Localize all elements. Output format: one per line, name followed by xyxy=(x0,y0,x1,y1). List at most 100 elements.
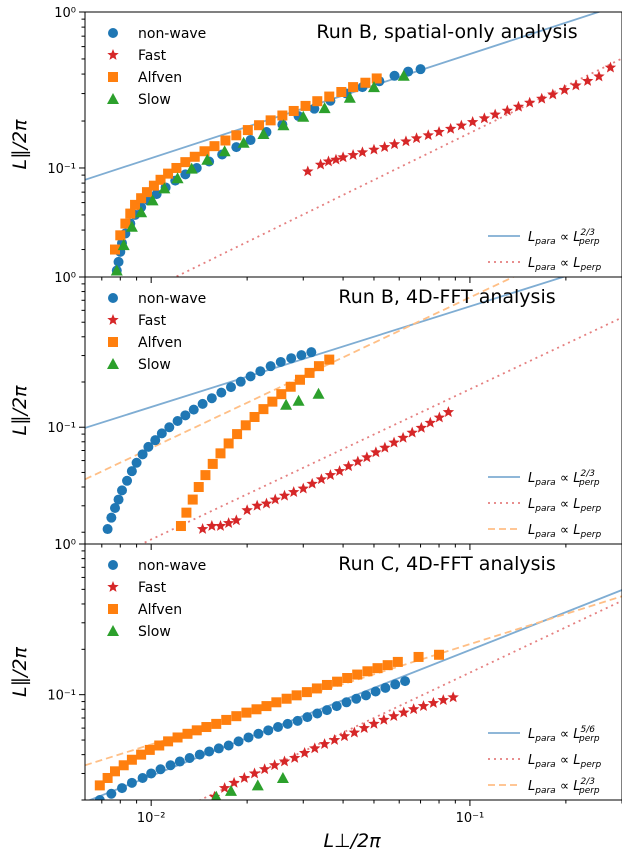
alfven-point xyxy=(187,494,198,505)
non-wave-point xyxy=(380,682,391,693)
slow-point xyxy=(292,394,305,406)
markers-group xyxy=(94,649,459,800)
legend-marker xyxy=(108,604,118,614)
legend-line-label-part: para xyxy=(534,504,555,514)
alfven-point xyxy=(163,168,174,179)
slow-point xyxy=(257,128,270,140)
legend-line-label-part: ∝ L xyxy=(556,727,581,742)
alfven-point xyxy=(241,707,252,718)
non-wave-point xyxy=(302,712,313,723)
non-wave-point xyxy=(109,502,120,513)
slow-point xyxy=(276,771,289,783)
alfven-point xyxy=(181,507,192,518)
non-wave-point xyxy=(122,475,133,486)
legend-line-label-part: L xyxy=(528,779,535,794)
legend-line-label-part: perp xyxy=(580,760,602,770)
non-wave-point xyxy=(253,728,264,739)
legend-label: Slow xyxy=(138,624,171,640)
fast-point xyxy=(358,722,370,733)
slow-point xyxy=(146,194,159,206)
alfven-point xyxy=(211,718,222,729)
alfven-point xyxy=(372,663,383,674)
alfven-point xyxy=(382,660,393,671)
non-wave-point xyxy=(245,371,256,382)
non-wave-point xyxy=(206,393,217,404)
alfven-point xyxy=(136,193,147,204)
legend-label: Alfven xyxy=(138,70,182,86)
alfven-point xyxy=(201,722,212,733)
non-wave-point xyxy=(245,135,256,146)
non-wave-point xyxy=(415,64,426,75)
alfven-point xyxy=(182,728,193,739)
alfven-point xyxy=(125,208,136,219)
alfven-point xyxy=(352,669,363,680)
legend-line-label-part: para xyxy=(534,478,555,488)
panel-middle: 10⁰ 10⁻¹ L∥/2π Run B, 4D-FFT analysis non-wa… xyxy=(9,271,622,550)
legend-label: Slow xyxy=(138,92,171,108)
legend-line-label-part: ∝ L xyxy=(556,523,581,538)
non-wave-point xyxy=(94,795,105,800)
legend-marker xyxy=(107,93,119,104)
alfven-point xyxy=(267,396,278,407)
legend-label: Alfven xyxy=(138,335,182,351)
alfven-point xyxy=(126,754,137,765)
fast-point xyxy=(433,411,446,423)
alfven-point xyxy=(300,100,311,111)
fast-point xyxy=(330,153,342,165)
non-wave-point xyxy=(225,382,236,393)
fast-point xyxy=(523,96,536,108)
fast-point xyxy=(570,79,582,91)
fast-point xyxy=(258,763,271,775)
fast-point xyxy=(388,138,401,150)
alfven-point xyxy=(288,105,299,116)
fast-point xyxy=(368,717,380,729)
alfven-point xyxy=(332,676,343,687)
fast-point xyxy=(379,441,391,453)
non-wave-point xyxy=(265,361,276,372)
y-tick-label: 10⁻¹ xyxy=(47,689,76,704)
alfven-point xyxy=(109,244,120,255)
legend-line-label-part: perp xyxy=(580,504,602,514)
non-wave-point xyxy=(321,705,332,716)
fast-point xyxy=(501,104,514,116)
non-wave-point xyxy=(174,756,185,767)
non-wave-point xyxy=(151,189,162,200)
legend-line-label-part: L xyxy=(528,523,535,538)
alfven-point xyxy=(285,381,296,392)
fast-point xyxy=(238,771,251,783)
fast-point xyxy=(241,504,253,516)
non-wave-point xyxy=(143,441,154,452)
non-wave-point xyxy=(180,410,191,421)
slow-point xyxy=(201,153,214,165)
alfven-point xyxy=(434,649,445,660)
slow-point xyxy=(397,69,410,81)
legend-label: Alfven xyxy=(138,602,182,618)
fast-point xyxy=(337,151,349,163)
fast-point xyxy=(447,691,459,703)
fast-point xyxy=(228,776,240,788)
slow-point xyxy=(237,136,250,148)
slow-point xyxy=(251,779,264,791)
non-wave-point xyxy=(117,485,128,496)
slow-point xyxy=(318,102,331,114)
legend-marker xyxy=(108,72,118,82)
alfven-point xyxy=(231,711,242,722)
panel-top: 10⁰ 10⁻¹ L∥/2π Run B, spatial-only analysis… xyxy=(9,6,622,283)
legend-line-label-part: para xyxy=(534,786,555,796)
non-wave-point xyxy=(233,736,244,747)
fast-point xyxy=(361,451,373,463)
legend-marker xyxy=(107,49,119,60)
fit-line-solid xyxy=(85,277,567,429)
non-wave-point xyxy=(188,404,199,415)
non-wave-point xyxy=(131,457,142,468)
slow-point xyxy=(110,264,123,276)
non-wave-point xyxy=(360,690,371,701)
non-wave-point xyxy=(223,740,234,751)
alfven-point xyxy=(304,367,315,378)
legend-line-label-part: L xyxy=(528,727,535,742)
fast-point xyxy=(196,523,209,534)
non-wave-point xyxy=(331,701,342,712)
non-wave-point xyxy=(273,722,284,733)
markers-group xyxy=(109,61,617,276)
legend-line-label-part: ∝ L xyxy=(556,497,581,512)
